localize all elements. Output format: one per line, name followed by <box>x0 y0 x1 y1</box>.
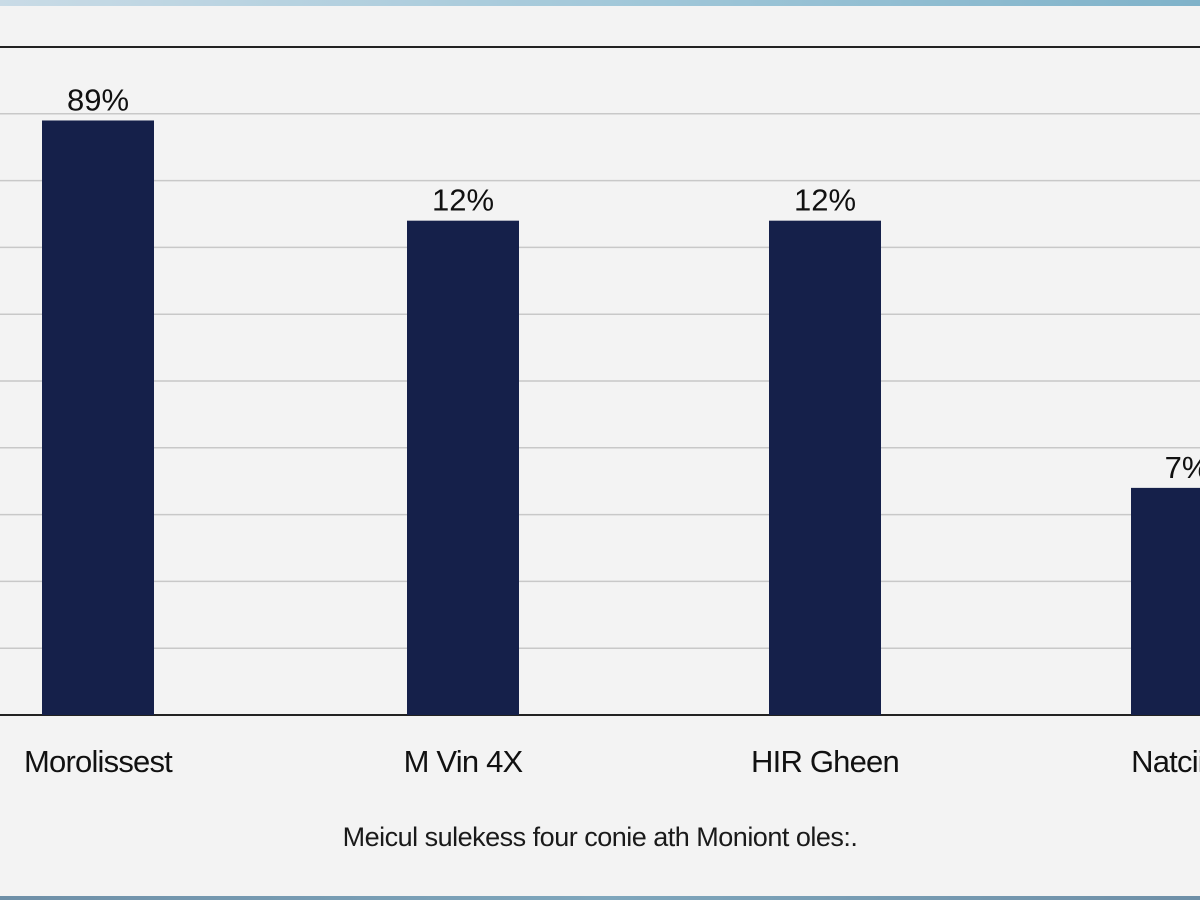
data-label-1: 89% <box>67 82 129 117</box>
category-label-2: M Vin 4X <box>404 744 524 779</box>
data-labels: 89% 12% 12% 7% <box>67 82 1200 484</box>
category-label-4: Natciin J <box>1131 744 1200 779</box>
bar-3 <box>769 220 881 715</box>
gridlines <box>0 46 1200 716</box>
category-label-1: Morolissest <box>24 744 173 779</box>
data-label-2: 12% <box>432 183 494 218</box>
bar-1 <box>42 120 154 716</box>
category-label-3: HIR Gheen <box>751 744 899 779</box>
bar-4 <box>1131 487 1200 715</box>
bar-2 <box>407 220 519 715</box>
chart-caption: Meicul sulekess four conie ath Moniont o… <box>342 822 858 852</box>
data-label-4: 7% <box>1165 450 1200 485</box>
bottom-accent-bar <box>0 896 1200 900</box>
bars <box>42 120 1200 716</box>
top-accent-bar <box>0 0 1200 6</box>
data-label-3: 12% <box>794 183 856 218</box>
category-labels: Morolissest M Vin 4X HIR Gheen Natciin J <box>24 744 1200 779</box>
